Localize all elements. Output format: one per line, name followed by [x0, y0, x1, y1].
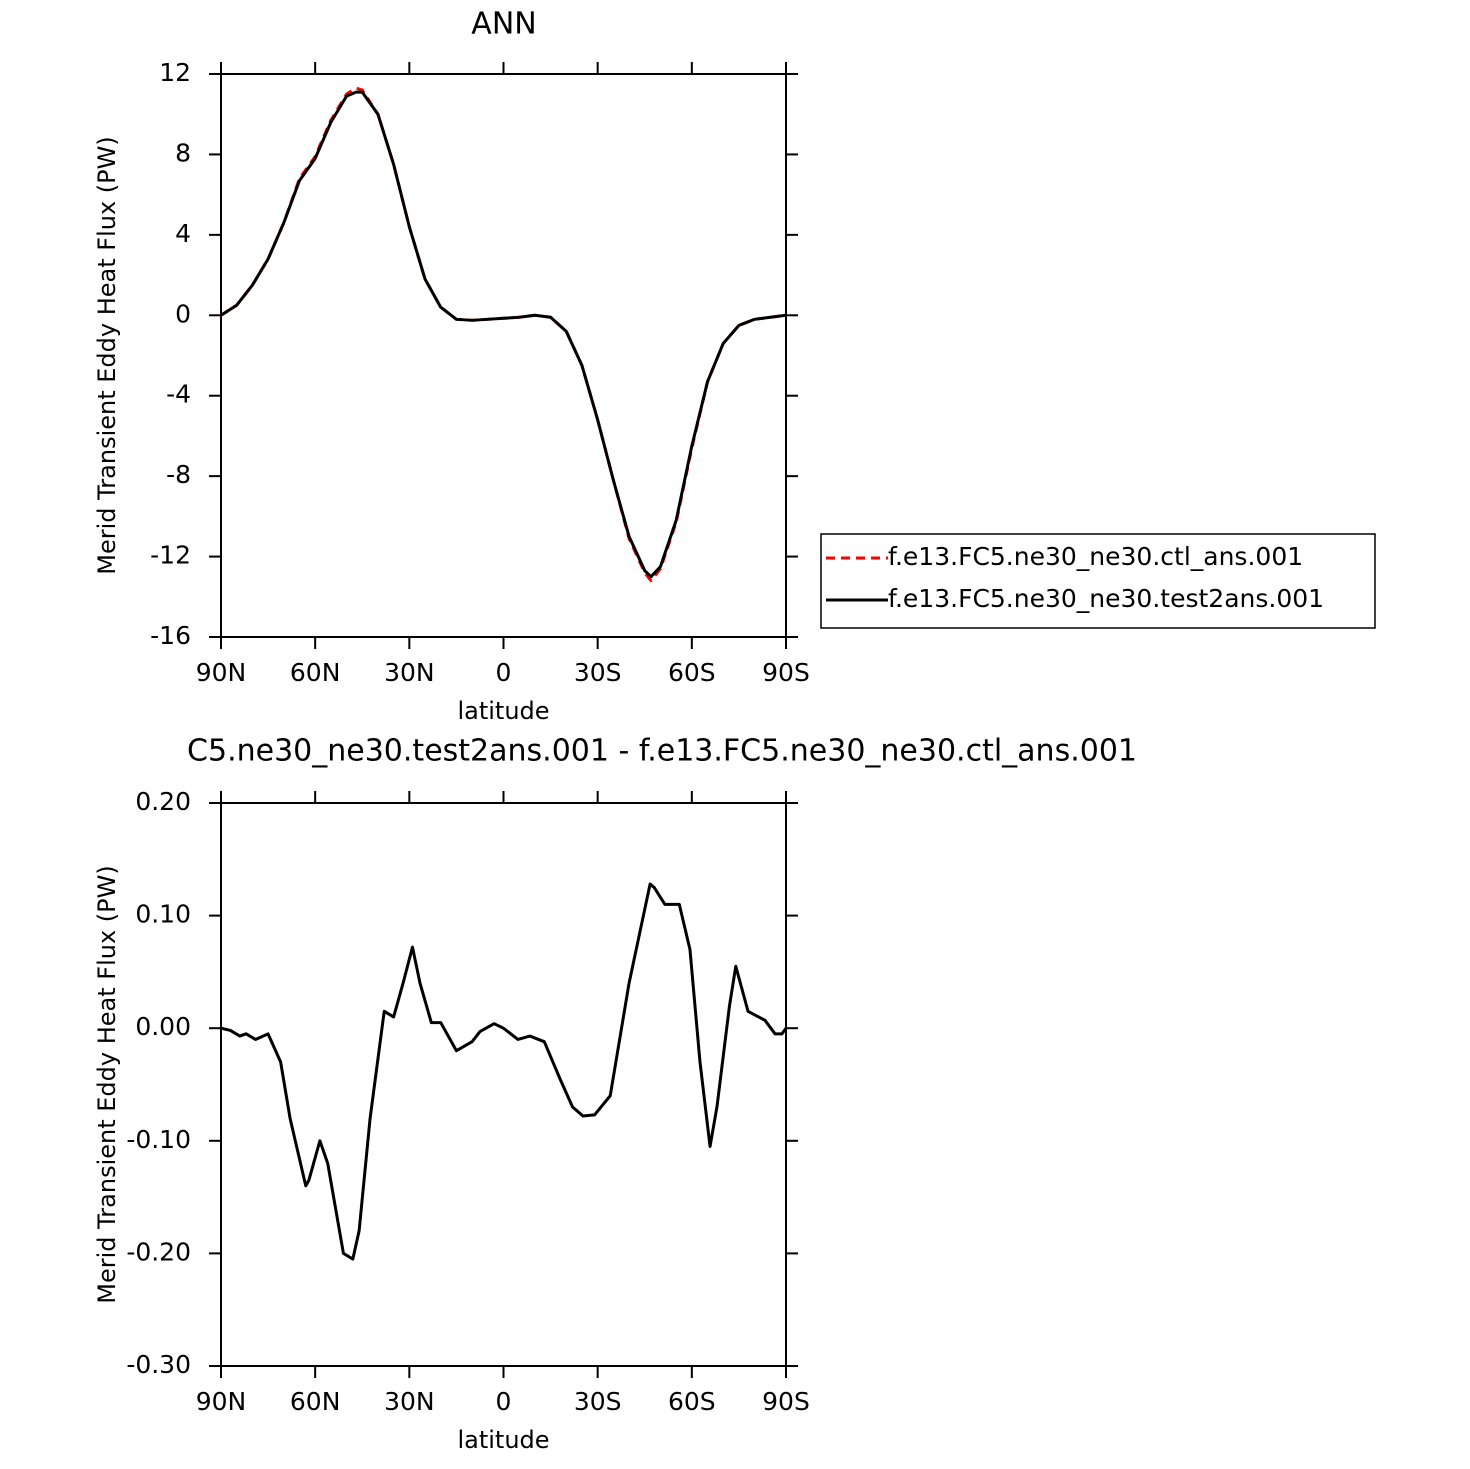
x-tick-label: 0 — [496, 1387, 512, 1416]
x-tick-label: 90N — [196, 1387, 247, 1416]
data-line — [220, 90, 787, 579]
y-tick-label: 0.10 — [135, 900, 191, 929]
y-tick-label: 0.20 — [135, 787, 191, 816]
y-tick-label: -8 — [166, 460, 191, 489]
y-tick-label: 0 — [175, 299, 191, 328]
x-tick-label: 60N — [290, 658, 341, 687]
legend-box — [820, 533, 1376, 629]
legend-label: f.e13.FC5.ne30_ne30.ctl_ans.001 — [888, 542, 1303, 571]
y-axis-label: Merid Transient Eddy Heat Flux (PW) — [93, 865, 121, 1303]
legend-label: f.e13.FC5.ne30_ne30.test2ans.001 — [888, 584, 1324, 613]
x-tick-label: 30S — [574, 658, 622, 687]
plot-frame — [220, 73, 787, 638]
x-tick-label: 0 — [496, 658, 512, 687]
y-tick-label: -0.20 — [126, 1237, 191, 1266]
x-tick-label: 60S — [668, 1387, 716, 1416]
x-tick-label: 30N — [384, 658, 435, 687]
y-tick-label: -0.30 — [126, 1350, 191, 1379]
y-tick-label: -16 — [150, 621, 191, 650]
x-axis-label: latitude — [457, 697, 549, 725]
y-tick-label: -0.10 — [126, 1125, 191, 1154]
y-tick-label: 8 — [175, 138, 191, 167]
data-line — [220, 86, 787, 583]
x-tick-label: 90S — [762, 1387, 810, 1416]
x-tick-label: 30S — [574, 1387, 622, 1416]
x-tick-label: 30N — [384, 1387, 435, 1416]
x-axis-label: latitude — [457, 1426, 549, 1454]
data-line — [220, 882, 788, 1261]
x-tick-label: 60S — [668, 658, 716, 687]
x-tick-label: 90S — [762, 658, 810, 687]
y-tick-label: 12 — [159, 58, 191, 87]
x-tick-label: 60N — [290, 1387, 341, 1416]
y-tick-label: -4 — [166, 380, 191, 409]
y-axis-label: Merid Transient Eddy Heat Flux (PW) — [93, 136, 121, 574]
y-tick-label: 0.00 — [135, 1012, 191, 1041]
chart-title: ANN — [471, 7, 536, 42]
x-tick-label: 90N — [196, 658, 247, 687]
y-tick-label: -12 — [150, 541, 191, 570]
chart-title: C5.ne30_ne30.test2ans.001 - f.e13.FC5.ne… — [187, 734, 1137, 769]
y-tick-label: 4 — [175, 219, 191, 248]
